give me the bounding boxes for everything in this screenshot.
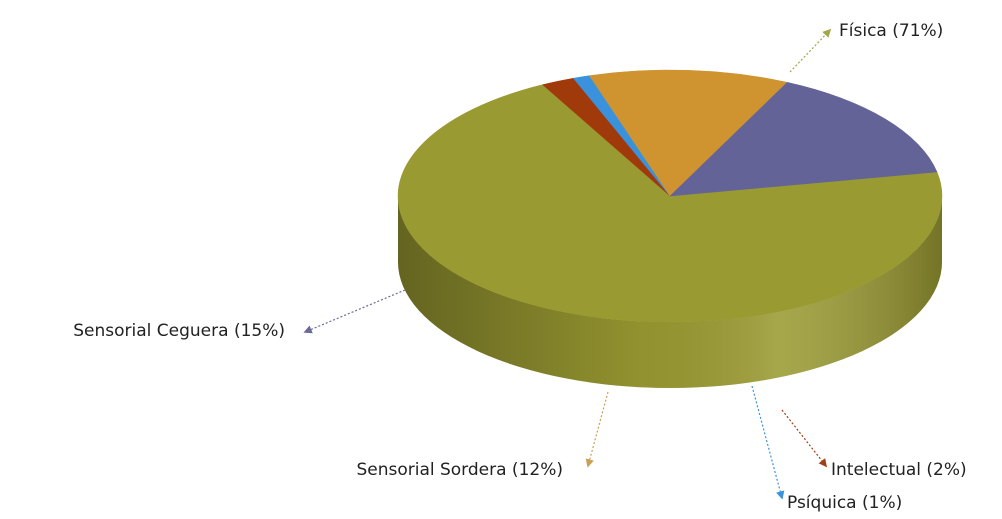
slice-label-psiquica: Psíquica (1%) <box>787 493 902 513</box>
leader-lines <box>303 28 832 500</box>
leader-line-sensorial-ceguera <box>303 289 406 334</box>
leader-line-sensorial-sordera <box>585 391 609 468</box>
pie-tops <box>397 69 943 323</box>
leader-line-intelectual <box>781 409 828 468</box>
slice-label-intelectual: Intelectual (2%) <box>831 460 967 480</box>
pie-slice-sensorial-sordera <box>588 69 788 197</box>
pie-sides <box>398 196 942 388</box>
leader-line-fisica <box>789 28 832 73</box>
slice-labels: Física (71%) Intelectual (2%) Psíquica (1%… <box>73 21 966 513</box>
pie-side-shade-fisica <box>398 196 942 388</box>
slice-label-fisica: Física (71%) <box>839 21 943 41</box>
pie-slice-fisica <box>397 84 943 323</box>
slice-label-sensorial-sordera: Sensorial Sordera (12%) <box>356 460 563 480</box>
pie-slice-sensorial-ceguera <box>669 82 938 197</box>
leader-line-psiquica <box>751 385 785 500</box>
slice-label-sensorial-ceguera: Sensorial Ceguera (15%) <box>73 321 285 341</box>
